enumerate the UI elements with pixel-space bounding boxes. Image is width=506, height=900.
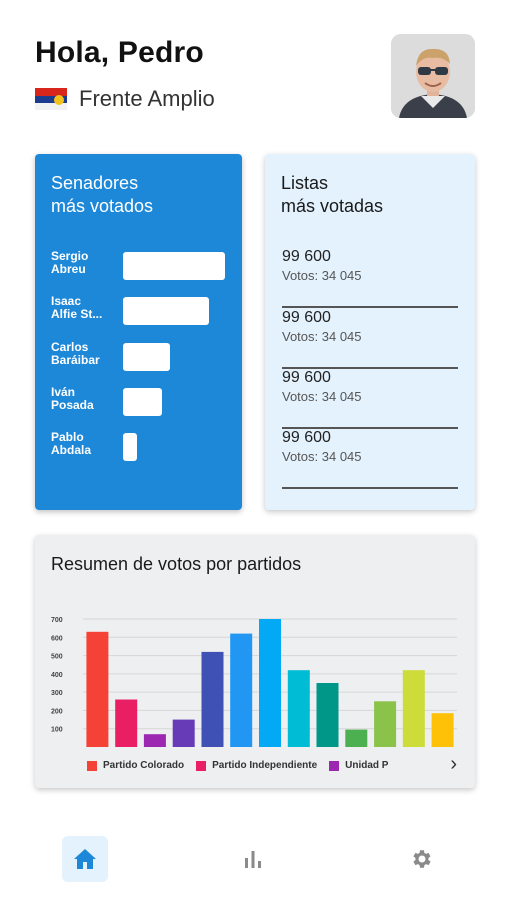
- nav-home-button[interactable]: [62, 836, 108, 882]
- party-bar[interactable]: [402, 670, 425, 747]
- chevron-right-icon[interactable]: ›: [450, 753, 457, 775]
- list-votes: Votos: 34 045: [282, 329, 362, 344]
- list-number: 99 600: [282, 369, 331, 386]
- senator-row[interactable]: Pablo Abdala: [51, 431, 231, 463]
- list-number: 99 600: [282, 248, 331, 265]
- list-item[interactable]: 99 600 Votos: 34 045: [282, 309, 458, 369]
- senator-row[interactable]: Sergio Abreu: [51, 250, 231, 282]
- lists-card-title: Listas más votadas: [281, 173, 384, 216]
- party-bar[interactable]: [259, 619, 281, 747]
- senator-bar: [123, 388, 162, 416]
- senator-name: Carlos Baráibar: [51, 340, 100, 367]
- summary-card-title: Resumen de votos por partidos: [51, 554, 302, 574]
- lists-card[interactable]: Listas más votadas 99 600 Votos: 34 045 …: [265, 154, 475, 510]
- legend-item[interactable]: Partido Independiente: [196, 760, 317, 771]
- senator-row[interactable]: Carlos Baráibar: [51, 341, 231, 373]
- senator-name: Isaac Alfie St...: [51, 294, 103, 321]
- party-bar[interactable]: [172, 719, 195, 747]
- y-tick-label: 600: [51, 635, 63, 642]
- list-votes: Votos: 34 045: [282, 268, 362, 283]
- legend-swatch: [196, 760, 207, 771]
- legend-label: Unidad P: [345, 760, 389, 771]
- senator-row[interactable]: Isaac Alfie St...: [51, 295, 231, 327]
- y-tick-label: 200: [51, 708, 63, 715]
- legend-swatch: [329, 760, 340, 771]
- y-tick-label: 700: [51, 617, 63, 624]
- nav-stats-button[interactable]: [230, 836, 276, 882]
- senator-bar: [123, 433, 138, 461]
- list-item[interactable]: 99 600 Votos: 34 045: [282, 369, 458, 429]
- party-name: Frente Amplio: [79, 86, 215, 111]
- senator-bar: [123, 252, 225, 280]
- y-tick-label: 100: [51, 727, 63, 734]
- list-number: 99 600: [282, 309, 331, 326]
- legend-label: Partido Independiente: [212, 760, 318, 771]
- senator-name: Iván Posada: [51, 385, 94, 412]
- senator-bar: [123, 343, 170, 371]
- party-row: Frente Amplio: [35, 86, 215, 112]
- nav-settings-button[interactable]: [399, 836, 445, 882]
- y-tick-label: 300: [51, 690, 63, 697]
- chart-legend[interactable]: Partido Colorado Partido Independiente Uni…: [87, 757, 449, 775]
- y-tick-label: 400: [51, 672, 63, 679]
- legend-swatch: [87, 760, 97, 771]
- legend-item[interactable]: Partido Colorado: [87, 760, 184, 771]
- list-votes: Votos: 34 045: [282, 449, 362, 464]
- header: Hola, Pedro Frente Amplio: [35, 34, 475, 124]
- party-bar[interactable]: [115, 699, 138, 748]
- bar-chart-icon: [245, 851, 261, 868]
- party-bar[interactable]: [316, 683, 339, 747]
- y-tick-label: 500: [51, 654, 63, 661]
- senator-name: Sergio Abreu: [51, 249, 89, 276]
- avatar[interactable]: [391, 34, 475, 118]
- party-bar[interactable]: [201, 651, 224, 747]
- party-bar[interactable]: [86, 631, 109, 747]
- party-summary-card[interactable]: Resumen de votos por partidos 100 200 300 4…: [35, 535, 475, 788]
- senators-card[interactable]: Senadores más votados Sergio Abreu Isaac Al…: [35, 154, 242, 633]
- party-bar[interactable]: [431, 713, 454, 747]
- list-number: 99 600: [282, 429, 331, 446]
- senators-card-title: Senadores más votados: [51, 173, 154, 216]
- list-votes: Votos: 34 045: [282, 389, 362, 404]
- party-votes-chart: 100 200 300 400 500 600 700: [51, 617, 457, 748]
- legend-label: Partido Colorado: [103, 760, 185, 771]
- senator-row[interactable]: Iván Posada: [51, 386, 231, 418]
- list-item[interactable]: 99 600 Votos: 34 045: [282, 429, 458, 489]
- bottom-nav: [0, 836, 506, 886]
- list-item[interactable]: 99 600 Votos: 34 045: [282, 248, 458, 308]
- party-bar[interactable]: [287, 670, 310, 747]
- user-avatar-icon: [391, 34, 475, 118]
- legend-item[interactable]: Unidad P: [329, 760, 388, 771]
- gear-icon: [413, 850, 431, 868]
- party-bar[interactable]: [143, 734, 166, 747]
- party-bar[interactable]: [345, 729, 368, 747]
- party-bar[interactable]: [374, 701, 397, 747]
- senator-bar: [123, 297, 209, 325]
- senator-name: Pablo Abdala: [51, 430, 92, 457]
- greeting-title: Hola, Pedro: [35, 36, 204, 69]
- home-icon: [74, 849, 96, 869]
- party-bar[interactable]: [230, 633, 253, 747]
- party-flag-icon: [35, 88, 67, 110]
